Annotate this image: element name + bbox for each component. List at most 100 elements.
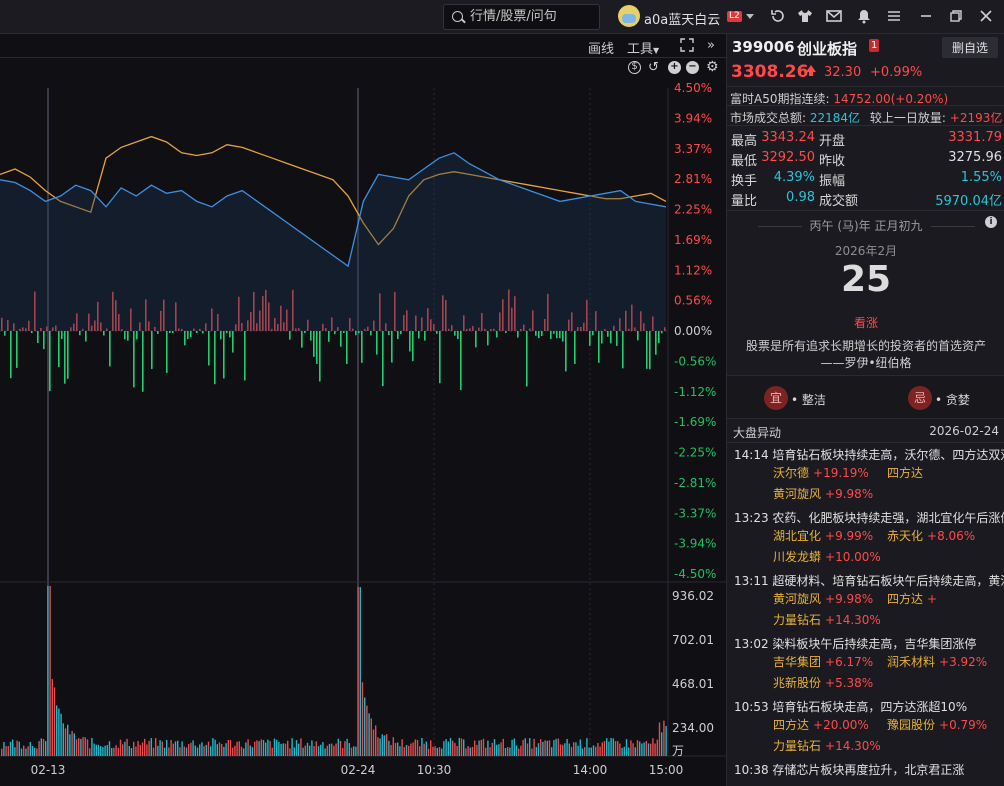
a50-row[interactable]: 富时A50期指连续: 14752.00(+0.20%) bbox=[727, 86, 1004, 106]
news-stock-tag[interactable]: 四方达 +20.00% bbox=[773, 715, 887, 736]
volume-bar bbox=[588, 747, 590, 756]
quote-line1: 股票是所有追求长期增长的投资者的首选资产 bbox=[745, 339, 986, 353]
news-stock-name: 赤天化 bbox=[887, 529, 924, 543]
zoom-out-icon[interactable]: − bbox=[686, 61, 699, 74]
remove-watchlist-button[interactable]: 删自选 bbox=[941, 37, 998, 58]
news-stock-tag[interactable]: 力量钻石 +14.30% bbox=[773, 736, 887, 757]
x-axis-tick-label: 10:30 bbox=[417, 763, 452, 777]
refresh-icon[interactable] bbox=[770, 8, 786, 24]
gear-icon[interactable]: ⚙ bbox=[706, 59, 719, 75]
news-stock-tag[interactable]: 力量钻石 +14.30% bbox=[773, 610, 887, 631]
news-stock-tag[interactable]: 湖北宜化 +9.99% bbox=[773, 526, 887, 547]
avatar[interactable] bbox=[618, 5, 640, 27]
news-stock-pct: +0.79% bbox=[939, 718, 988, 732]
volume-bar bbox=[361, 682, 364, 756]
change-bar bbox=[178, 328, 180, 331]
change-bar bbox=[220, 331, 222, 340]
quote-key: 最高 bbox=[731, 134, 758, 149]
change-bar bbox=[361, 331, 363, 363]
y-axis-tick-label: -1.12% bbox=[674, 385, 716, 399]
news-item[interactable]: 14:14 培育钻石板块持续走高，沃尔德、四方达双双 沃尔德 +19.19% 四方达黄… bbox=[727, 444, 1004, 507]
volume-bar bbox=[465, 748, 467, 756]
news-stock-name: 川发龙蟒 bbox=[773, 550, 822, 564]
restore-icon[interactable] bbox=[948, 8, 964, 24]
quote-line2: ——罗伊•纽伯格 bbox=[820, 356, 912, 370]
username[interactable]: a0a蓝天白云 bbox=[644, 13, 721, 28]
news-stock-tag[interactable]: 赤天化 +8.06% bbox=[887, 526, 1001, 547]
y-axis-tick-label: 1.69% bbox=[674, 233, 712, 247]
calendar-day: 25 bbox=[840, 259, 892, 300]
news-stock-tag[interactable]: 吉华集团 +6.17% bbox=[773, 652, 887, 673]
intraday-chart[interactable]: 4.50% 3.94% 3.37% 2.81% 2.25% 1.69% 1.12% 0.56%… bbox=[0, 34, 726, 786]
volume-bar bbox=[544, 740, 546, 756]
quote-row: 最高 3343.24 开盘 3331.79 bbox=[727, 128, 1004, 149]
search-input[interactable]: 行情/股票/问句 bbox=[443, 4, 600, 30]
stock-name: 创业板指 bbox=[797, 40, 858, 58]
news-stock-tag[interactable]: 黄河旋风 +9.98% bbox=[773, 589, 887, 610]
mail-icon[interactable] bbox=[826, 8, 842, 24]
news-stock-tag[interactable]: 沃尔德 +19.19% bbox=[773, 463, 887, 484]
volume-bar bbox=[47, 586, 49, 756]
news-stock-name: 四方达 bbox=[773, 718, 810, 732]
change-bar bbox=[445, 300, 447, 331]
change-bar bbox=[517, 331, 519, 338]
news-stock-tag[interactable]: 四方达 bbox=[887, 463, 1001, 484]
volume-bar bbox=[163, 747, 166, 756]
close-icon[interactable] bbox=[978, 8, 994, 24]
news-stock-pct: +20.00% bbox=[813, 718, 869, 732]
news-stock-name: 黄河旋风 bbox=[773, 592, 822, 606]
change-bar bbox=[211, 308, 213, 331]
change-bar bbox=[397, 331, 399, 340]
y-axis-tick-label: -2.81% bbox=[674, 476, 716, 490]
volume-bar bbox=[379, 738, 381, 756]
turnover-label: 市场成交总额: bbox=[730, 111, 807, 125]
news-item[interactable]: 10:38 存储芯片板块再度拉升，北京君正涨 bbox=[727, 759, 1004, 780]
volume-bar bbox=[410, 743, 412, 756]
zoom-in-icon[interactable]: + bbox=[668, 61, 681, 74]
undo-icon[interactable]: ↺ bbox=[648, 60, 659, 75]
news-stock-tag[interactable]: 豫园股份 +0.79% bbox=[887, 715, 1001, 736]
menu-icon[interactable] bbox=[886, 8, 902, 24]
expand-icon[interactable] bbox=[680, 38, 694, 56]
news-stock-pct: +6.17% bbox=[825, 655, 874, 669]
volume-bar bbox=[135, 746, 137, 756]
tools-menu[interactable]: 工具▼ bbox=[627, 42, 660, 57]
news-stock-tag[interactable]: 川发龙蟒 +10.00% bbox=[773, 547, 887, 568]
volume-bar bbox=[337, 738, 339, 756]
change-bar bbox=[574, 331, 576, 364]
volume-bar bbox=[641, 743, 643, 756]
volume-bar bbox=[663, 720, 665, 756]
ji-text: • 贪婪 bbox=[935, 393, 970, 407]
news-stock-tag[interactable]: 润禾材料 +3.92% bbox=[887, 652, 1001, 673]
price-line bbox=[0, 152, 667, 268]
settings-circle-icon[interactable]: $ bbox=[628, 61, 641, 74]
info-icon[interactable]: i bbox=[985, 216, 997, 228]
change-bar bbox=[628, 328, 630, 331]
volume-bar bbox=[364, 697, 366, 756]
quote-value: 3343.24 bbox=[761, 130, 815, 145]
tshirt-icon[interactable] bbox=[797, 8, 813, 24]
news-item[interactable]: 10:53 培育钻石板块走高，四方达涨超10% 四方达 +20.00% 豫园股份 +0.… bbox=[727, 696, 1004, 759]
volume-bar bbox=[606, 738, 608, 756]
quote-table: 最高 3343.24 开盘 3331.79 最低 3292.50 昨收 3275.96 换手 4.… bbox=[727, 128, 1004, 209]
quote-key: 量比 bbox=[731, 194, 758, 209]
bell-icon[interactable] bbox=[856, 8, 872, 24]
chevron-down-icon[interactable] bbox=[746, 14, 754, 23]
change-bar bbox=[442, 295, 444, 331]
news-item[interactable]: 13:23 农药、化肥板块持续走强，湖北宜化午后涨停 湖北宜化 +9.99% 赤天化 +… bbox=[727, 507, 1004, 570]
volume-bar bbox=[205, 744, 207, 756]
volume-bar bbox=[199, 744, 201, 756]
change-bar bbox=[487, 331, 489, 346]
volume-bar bbox=[500, 742, 502, 756]
news-stock-tag[interactable]: 四方达 + bbox=[887, 589, 1001, 610]
minimize-icon[interactable] bbox=[918, 8, 934, 24]
volume-bar bbox=[533, 738, 535, 756]
news-stock-tag[interactable]: 兆新股份 +5.38% bbox=[773, 673, 887, 694]
news-item[interactable]: 13:11 超硬材料、培育钻石板块午后持续走高，黄河 黄河旋风 +9.98% 四方达 +… bbox=[727, 570, 1004, 633]
double-chevron-right-icon[interactable]: » bbox=[707, 38, 715, 53]
draw-line-button[interactable]: 画线 bbox=[588, 42, 615, 57]
volume-bar bbox=[190, 742, 192, 756]
news-item[interactable]: 13:02 染料板块午后持续走高，吉华集团涨停 吉华集团 +6.17% 润禾材料 +3.… bbox=[727, 633, 1004, 696]
volume-bar bbox=[207, 741, 210, 756]
news-stock-tag[interactable]: 黄河旋风 +9.98% bbox=[773, 484, 887, 505]
